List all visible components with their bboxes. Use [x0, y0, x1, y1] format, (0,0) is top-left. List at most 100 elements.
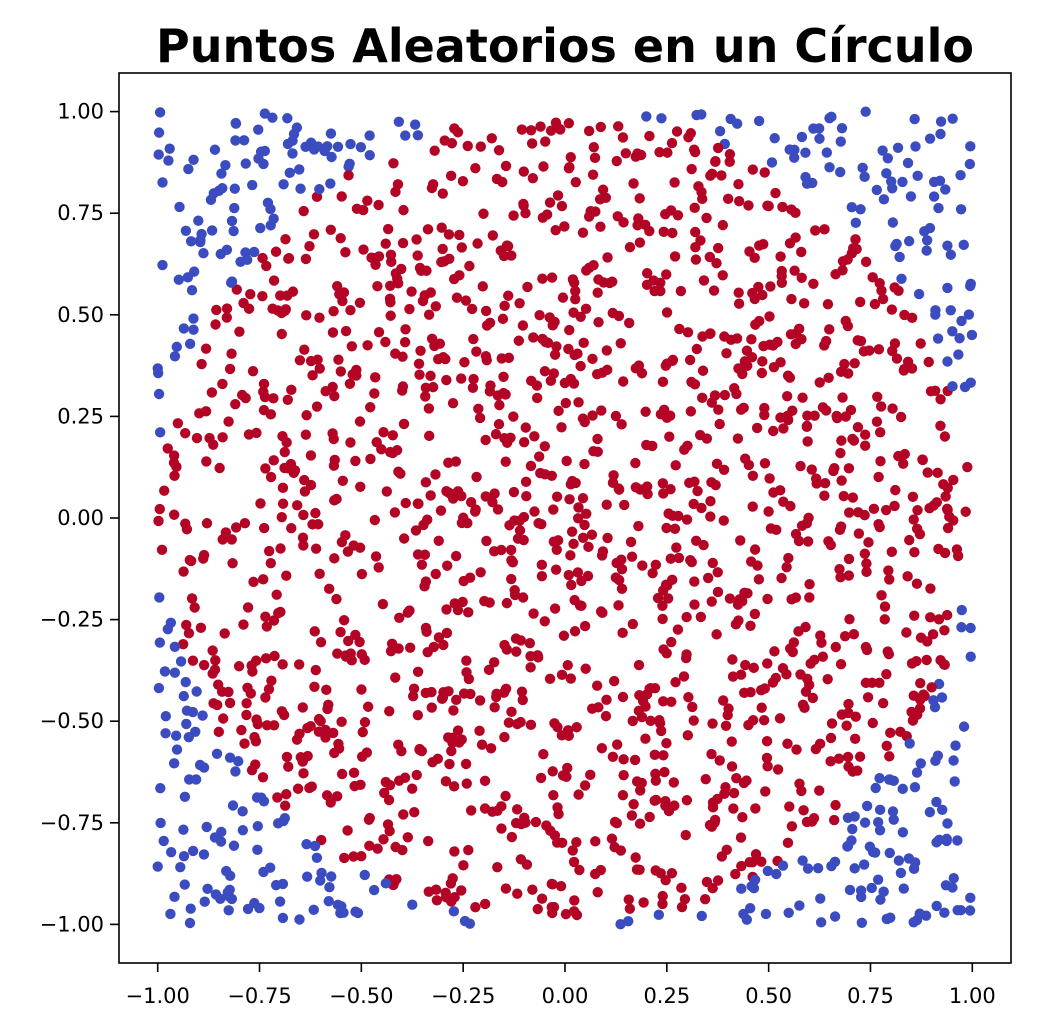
point-inside [673, 510, 684, 522]
point-inside [825, 756, 836, 767]
point-inside [412, 709, 424, 721]
point-inside [897, 458, 909, 469]
point-inside [630, 457, 641, 469]
point-inside [871, 416, 883, 427]
point-inside [757, 356, 768, 367]
point-outside [226, 215, 238, 227]
point-inside [515, 716, 526, 728]
point-inside [315, 636, 327, 648]
point-inside [456, 885, 467, 896]
point-inside [782, 414, 794, 426]
point-outside [808, 123, 819, 134]
point-outside [653, 909, 665, 921]
point-inside [551, 341, 562, 352]
point-outside [153, 127, 165, 138]
point-inside [282, 394, 293, 405]
point-inside [731, 333, 743, 344]
point-inside [596, 743, 608, 754]
point-outside [953, 349, 964, 360]
point-inside [517, 694, 528, 706]
point-inside [682, 730, 694, 741]
point-inside [223, 416, 234, 427]
point-inside [712, 142, 724, 154]
point-inside [515, 635, 527, 646]
point-inside [770, 187, 781, 199]
point-inside [686, 163, 697, 175]
point-inside [809, 410, 820, 421]
point-inside [412, 549, 424, 560]
point-inside [430, 301, 441, 312]
point-inside [479, 595, 490, 607]
point-inside [573, 502, 584, 513]
point-inside [939, 431, 951, 442]
point-inside [366, 252, 377, 263]
point-inside [238, 297, 249, 309]
point-inside [592, 433, 603, 445]
point-inside [520, 476, 532, 488]
point-inside [823, 372, 834, 383]
point-inside [483, 664, 495, 676]
point-inside [630, 852, 641, 863]
point-outside [160, 711, 172, 722]
point-inside [659, 766, 670, 778]
point-inside [187, 655, 199, 666]
point-outside [242, 903, 254, 915]
point-inside [852, 421, 864, 433]
point-inside [528, 608, 539, 619]
point-inside [613, 121, 624, 132]
point-inside [459, 357, 470, 368]
point-outside [954, 333, 965, 344]
point-inside [556, 669, 568, 681]
point-inside [236, 724, 247, 736]
point-inside [345, 305, 356, 316]
point-inside [850, 711, 861, 722]
point-inside [216, 686, 228, 697]
point-inside [607, 276, 618, 287]
point-inside [260, 611, 271, 622]
point-inside [942, 482, 953, 494]
point-outside [888, 814, 899, 825]
point-inside [283, 761, 294, 772]
point-inside [567, 845, 578, 856]
point-inside [400, 497, 411, 509]
point-outside [210, 889, 222, 900]
point-inside [836, 475, 847, 486]
point-outside [157, 177, 168, 188]
point-outside [279, 812, 291, 824]
point-inside [281, 437, 292, 448]
point-inside [506, 555, 517, 566]
point-inside [530, 816, 542, 828]
point-inside [468, 333, 479, 345]
point-inside [740, 659, 751, 671]
point-inside [877, 293, 889, 305]
point-inside [550, 564, 562, 575]
point-outside [956, 315, 967, 327]
point-inside [479, 898, 491, 910]
point-inside [747, 501, 758, 512]
point-inside [712, 875, 724, 886]
point-outside [264, 862, 276, 873]
point-inside [381, 486, 392, 497]
point-outside [325, 178, 336, 189]
point-inside [532, 652, 544, 663]
point-inside [456, 490, 467, 502]
point-inside [424, 430, 435, 442]
point-outside [934, 175, 946, 187]
point-outside [955, 169, 966, 181]
point-inside [268, 455, 279, 466]
point-inside [565, 673, 577, 684]
point-inside [241, 698, 252, 709]
point-inside [895, 411, 907, 423]
point-inside [378, 426, 389, 438]
point-inside [681, 795, 693, 806]
point-outside [165, 847, 177, 858]
point-inside [654, 146, 665, 158]
point-inside [587, 169, 599, 180]
point-inside [185, 555, 197, 567]
point-outside [932, 333, 944, 344]
point-outside [857, 162, 868, 174]
point-outside [887, 217, 899, 228]
point-inside [525, 719, 537, 731]
point-inside [304, 240, 315, 252]
point-inside [357, 726, 368, 738]
